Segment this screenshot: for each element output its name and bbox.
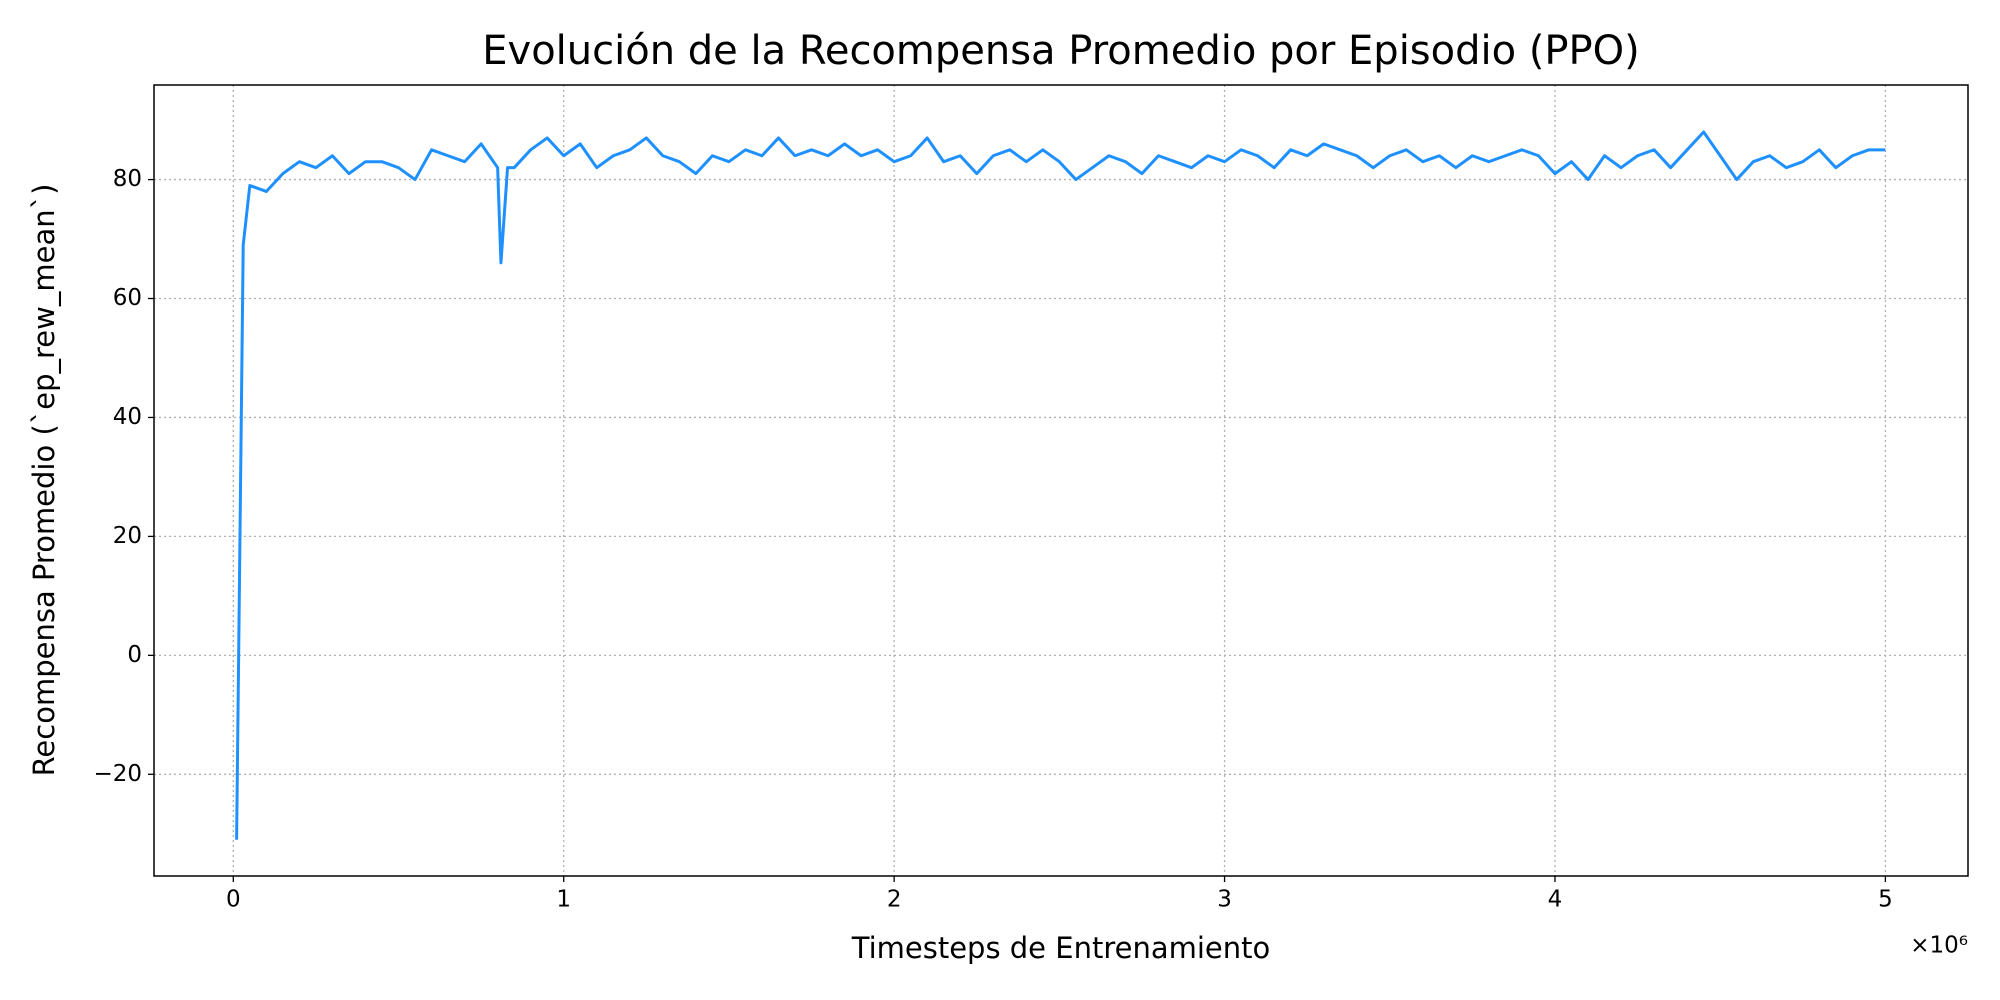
y-tick-label: 60	[113, 285, 142, 311]
x-axis-label: Timesteps de Entrenamiento	[851, 931, 1271, 965]
y-tick-label: 80	[113, 166, 142, 192]
y-tick-label: −20	[93, 761, 142, 787]
x-tick-label: 5	[1878, 887, 1893, 913]
y-tick-label: 0	[127, 642, 142, 668]
x-tick-label: 4	[1548, 887, 1563, 913]
y-tick-label: 20	[113, 523, 142, 549]
x-tick-label: 1	[556, 887, 571, 913]
x-tick-label: 3	[1217, 887, 1232, 913]
data-line	[235, 130, 1886, 840]
chart-title: Evolución de la Recompensa Promedio por …	[482, 28, 1640, 74]
x-tick-label: 0	[226, 887, 241, 913]
y-tick-label: 40	[113, 404, 142, 430]
y-axis-label: Recompensa Promedio (`ep_rew_mean`)	[27, 184, 61, 777]
plot-frame	[153, 84, 1969, 877]
x-offset-label: ×10⁶	[1910, 933, 1968, 959]
x-tick-label: 2	[887, 887, 902, 913]
